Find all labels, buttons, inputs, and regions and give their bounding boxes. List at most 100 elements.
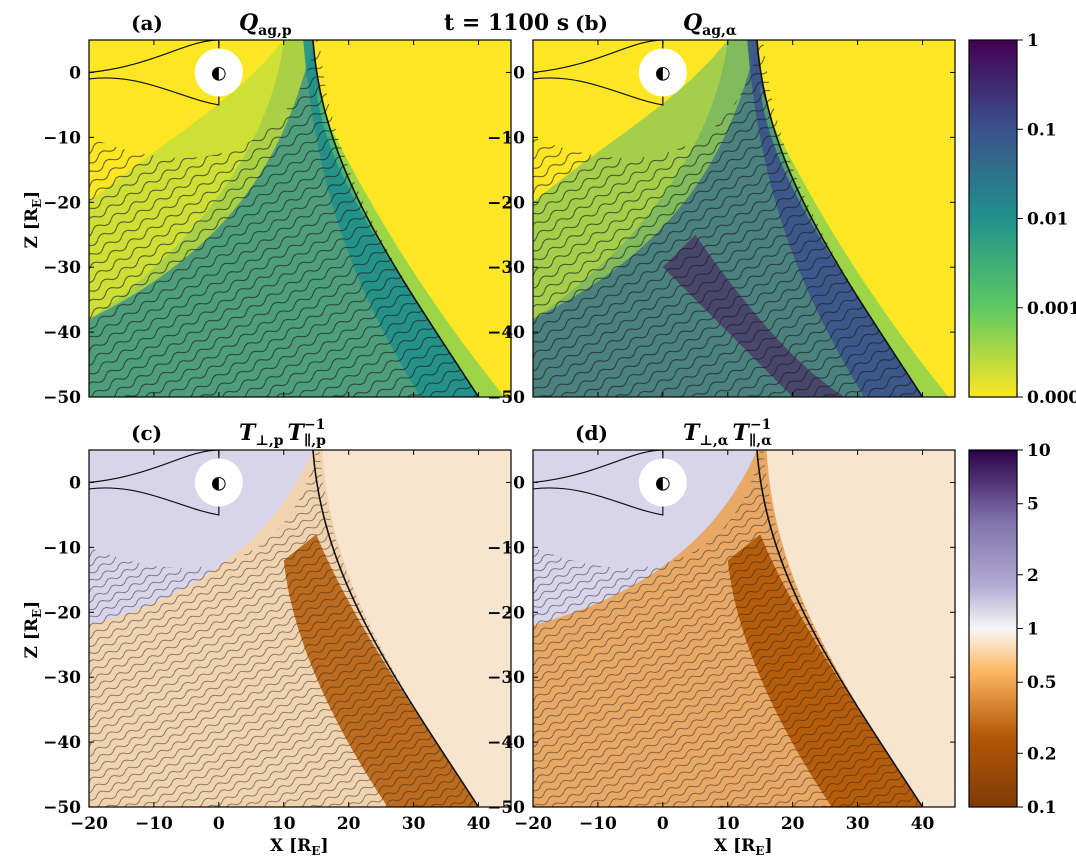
heatmap-d bbox=[533, 450, 955, 807]
earth-icon: ◐ bbox=[655, 472, 671, 493]
x-tick-label: 30 bbox=[846, 814, 870, 834]
y-tick-label: −30 bbox=[43, 668, 81, 688]
colorbar-tick-label: 0.1 bbox=[1027, 798, 1057, 818]
y-tick-label: −50 bbox=[43, 388, 81, 408]
contour-lines bbox=[533, 40, 923, 397]
y-tick-label: −10 bbox=[487, 128, 525, 148]
y-tick-label: −20 bbox=[43, 603, 81, 623]
y-tick-label: −20 bbox=[43, 193, 81, 213]
heatmap-c bbox=[89, 450, 511, 807]
time-label: t = 1100 s bbox=[444, 10, 569, 36]
contour-lines bbox=[89, 450, 479, 807]
contour-lines bbox=[89, 40, 479, 397]
colorbar-t-fill bbox=[968, 449, 1018, 808]
y-tick-label: −50 bbox=[43, 798, 81, 818]
y-tick-label: −50 bbox=[487, 388, 525, 408]
y-axis-label: Z [RE] bbox=[22, 601, 44, 659]
panel-title-b: Qag,α bbox=[683, 10, 737, 39]
y-tick-label: −40 bbox=[487, 323, 525, 343]
y-tick-label: −30 bbox=[43, 258, 81, 278]
x-tick-label: 40 bbox=[467, 814, 491, 834]
axes-frame bbox=[88, 449, 512, 808]
y-tick-label: −40 bbox=[43, 733, 81, 753]
y-tick-label: −10 bbox=[43, 128, 81, 148]
panel-d: ◐0−10−20−30−40−50−20 −10 0 10 20 30 40X [RE] bbox=[487, 449, 956, 857]
magnetotail-contour bbox=[89, 450, 220, 516]
magnetotail-contour bbox=[533, 40, 664, 106]
y-tick-label: 0 bbox=[69, 63, 81, 83]
y-tick-label: 0 bbox=[513, 473, 525, 493]
panel-label-c: (c) bbox=[131, 421, 162, 445]
heatmap-b bbox=[533, 40, 955, 397]
bow-shock-line bbox=[756, 40, 924, 397]
earth-exclusion-disk bbox=[638, 48, 687, 97]
panel-title-c: T⊥,p T∥,p−1 bbox=[239, 417, 326, 449]
y-tick-label: −40 bbox=[43, 323, 81, 343]
y-tick-label: 0 bbox=[69, 473, 81, 493]
colorbar-tick-label: 0.001 bbox=[1027, 299, 1076, 319]
x-tick-label: 10 bbox=[272, 814, 296, 834]
x-tick-label: −20 bbox=[70, 814, 108, 834]
x-tick-label: −20 bbox=[514, 814, 552, 834]
y-tick-label: 0 bbox=[513, 63, 525, 83]
colorbar-tick-label: 10 bbox=[1027, 441, 1051, 461]
y-tick-label: −20 bbox=[487, 193, 525, 213]
heatmap-a bbox=[89, 40, 511, 397]
panel-title-d: T⊥,α T∥,α−1 bbox=[683, 417, 772, 449]
earth-exclusion-disk bbox=[194, 48, 243, 97]
earth-exclusion-disk bbox=[638, 458, 687, 507]
y-tick-label: −30 bbox=[487, 668, 525, 688]
x-tick-label: 0 bbox=[213, 814, 225, 834]
axes-frame bbox=[88, 39, 512, 398]
x-tick-label: 40 bbox=[911, 814, 935, 834]
panel-c: ◐0−10−20−30−40−50−20 −10 0 10 20 30 40Z [RE]X … bbox=[22, 449, 512, 857]
magnetotail-contour bbox=[533, 450, 664, 516]
colorbar-tick-label: 5 bbox=[1027, 495, 1039, 515]
x-axis-label: X [RE] bbox=[714, 836, 772, 857]
magnetotail-contour bbox=[89, 40, 220, 106]
panel-a: ◐ 0 −10 −20 −30 −40 −50 Z [RE] bbox=[22, 39, 512, 408]
colorbar-q-fill bbox=[968, 39, 1018, 398]
y-tick-label: −50 bbox=[487, 798, 525, 818]
panel-b: ◐ 0 −10 −20 −30 −40 −50 bbox=[487, 39, 956, 408]
x-axis-label: X [RE] bbox=[270, 836, 328, 857]
y-tick-label: −40 bbox=[487, 733, 525, 753]
y-tick-label: −30 bbox=[487, 258, 525, 278]
panel-label-d: (d) bbox=[575, 421, 608, 445]
colorbar-t: 10 5 2 1 0.5 0.2 0.1 bbox=[968, 441, 1057, 818]
colorbar-tick-label: 2 bbox=[1027, 566, 1039, 586]
colorbar-tick-label: 0.01 bbox=[1027, 210, 1068, 230]
x-tick-label: 20 bbox=[337, 814, 361, 834]
contour-lines bbox=[533, 450, 923, 807]
bow-shock-line bbox=[756, 450, 924, 807]
axes-frame bbox=[532, 449, 956, 808]
panel-label-a: (a) bbox=[131, 11, 163, 35]
earth-icon: ◐ bbox=[655, 62, 671, 83]
bow-shock-line bbox=[312, 40, 480, 397]
colorbar-tick-label: 1 bbox=[1027, 620, 1039, 640]
earth-exclusion-disk bbox=[194, 458, 243, 507]
panel-label-b: (b) bbox=[575, 11, 608, 35]
x-tick-label: 30 bbox=[402, 814, 426, 834]
bow-shock-line bbox=[312, 450, 480, 807]
y-tick-label: −10 bbox=[487, 538, 525, 558]
x-tick-label: 0 bbox=[657, 814, 669, 834]
colorbar-tick-label: 0.2 bbox=[1027, 744, 1057, 764]
earth-icon: ◐ bbox=[211, 472, 227, 493]
x-tick-label: 10 bbox=[716, 814, 740, 834]
earth-icon: ◐ bbox=[211, 62, 227, 83]
colorbar-tick-label: 0.5 bbox=[1027, 673, 1057, 693]
y-tick-label: −10 bbox=[43, 538, 81, 558]
x-tick-label: −10 bbox=[579, 814, 617, 834]
x-tick-label: −10 bbox=[135, 814, 173, 834]
panel-title-a: Qag,p bbox=[239, 10, 292, 39]
colorbar-tick-label: 1 bbox=[1027, 31, 1039, 51]
y-tick-label: −20 bbox=[487, 603, 525, 623]
y-axis-label: Z [RE] bbox=[22, 191, 44, 249]
x-tick-label: 20 bbox=[781, 814, 805, 834]
axes-frame bbox=[532, 39, 956, 398]
colorbar-tick-label: 0.1 bbox=[1027, 120, 1057, 140]
